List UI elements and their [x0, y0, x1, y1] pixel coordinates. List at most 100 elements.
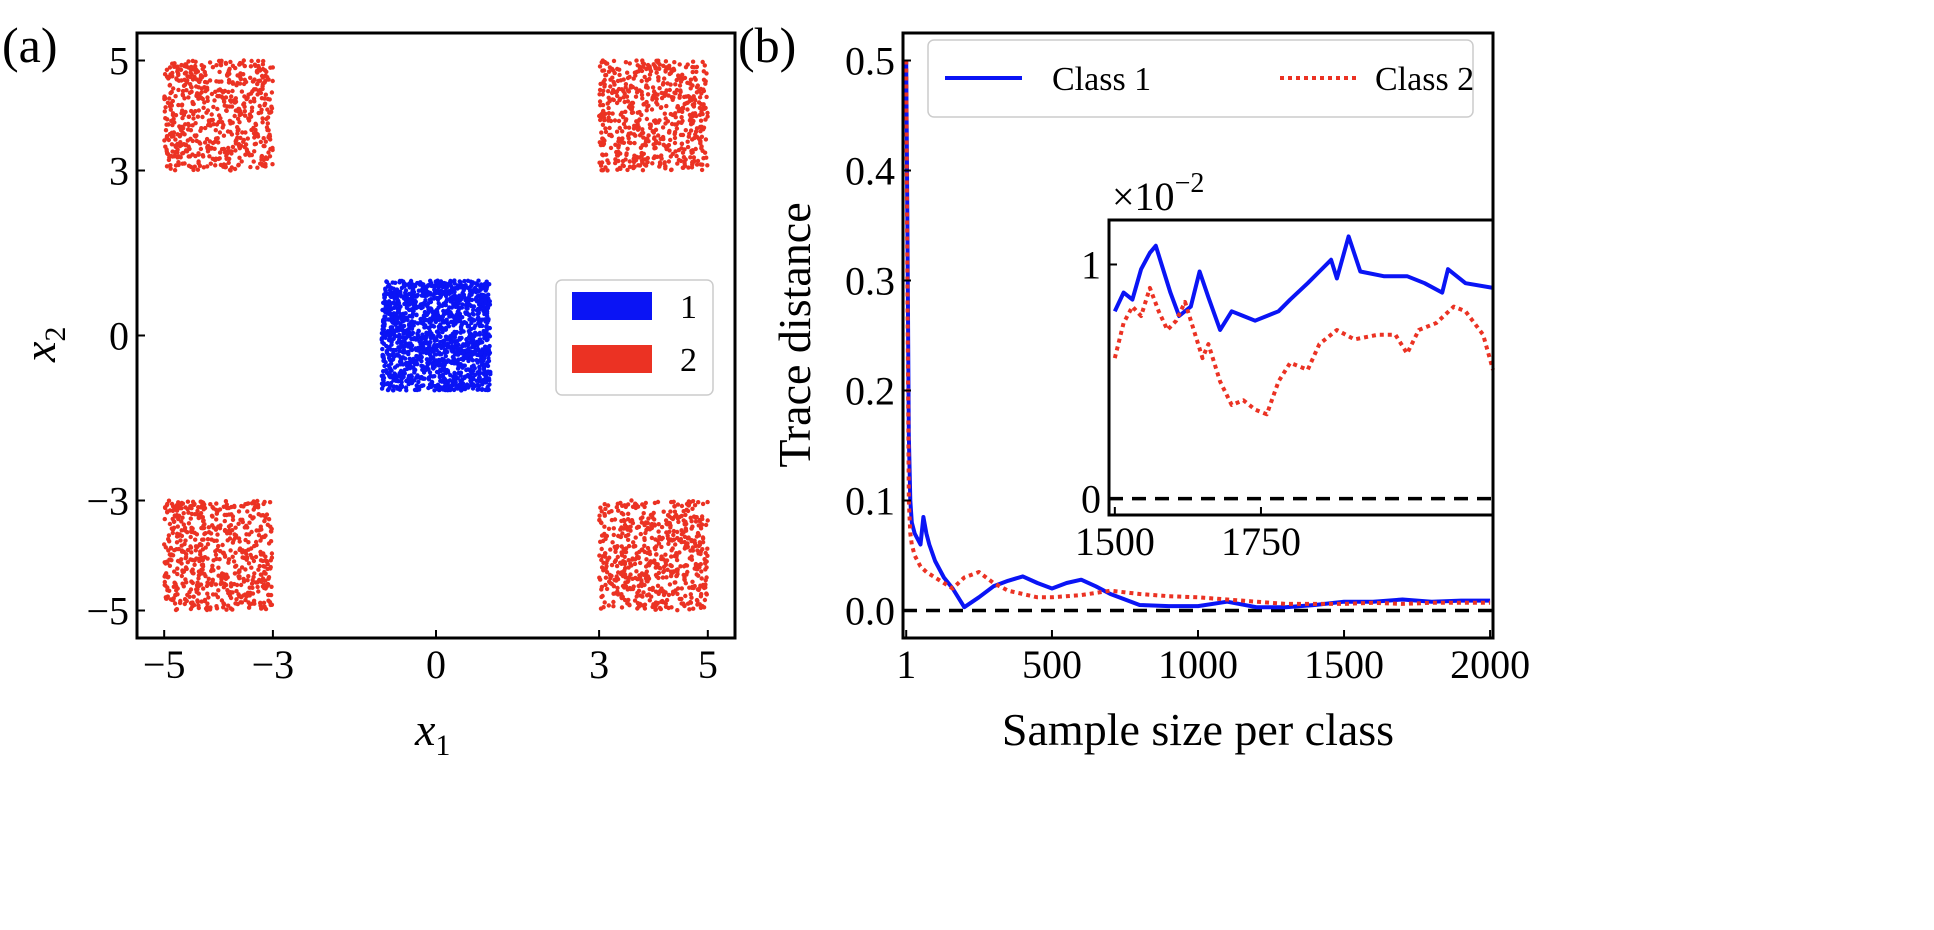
scatter-point-class-2 [188, 164, 194, 170]
scatter-point-class-1 [460, 365, 465, 370]
scatter-point-class-2 [699, 102, 704, 107]
scatter-point-class-2 [615, 93, 620, 99]
scatter-point-class-2 [192, 76, 197, 81]
scatter-point-class-1 [475, 387, 480, 392]
scatter-point-class-2 [181, 511, 186, 516]
scatter-point-class-1 [469, 364, 475, 369]
scatter-point-class-2 [165, 594, 170, 599]
legend-box-b [927, 39, 1474, 118]
scatter-point-class-2 [677, 83, 683, 88]
scatter-point-class-2 [645, 85, 650, 90]
scatter-point-class-2 [633, 543, 638, 549]
scatter-point-class-2 [266, 598, 271, 603]
scatter-point-class-2 [607, 579, 612, 584]
scatter-point-class-2 [217, 93, 222, 99]
scatter-point-class-2 [217, 150, 223, 155]
scatter-point-class-1 [486, 332, 491, 337]
scatter-point-class-2 [241, 504, 246, 509]
scatter-point-class-2 [683, 544, 688, 549]
scatter-point-class-2 [607, 125, 612, 131]
scatter-point-class-2 [656, 120, 661, 125]
scatter-point-class-2 [699, 109, 704, 115]
scatter-point-class-2 [262, 564, 267, 569]
scatter-point-class-1 [419, 363, 424, 368]
scatter-point-class-2 [704, 559, 709, 564]
scatter-point-class-2 [617, 165, 622, 171]
scatter-point-class-2 [261, 582, 267, 587]
scatter-point-class-2 [183, 62, 189, 67]
scatter-point-class-2 [227, 536, 233, 541]
scatter-point-class-2 [198, 73, 204, 78]
scatter-point-class-2 [652, 154, 657, 159]
scatter-point-class-2 [653, 127, 659, 132]
scatter-point-class-2 [648, 69, 654, 74]
scatter-point-class-2 [239, 159, 244, 164]
scatter-point-class-1 [443, 342, 448, 347]
scatter-point-class-2 [228, 98, 233, 103]
scatter-point-class-2 [194, 532, 200, 537]
scatter-point-class-1 [452, 381, 457, 387]
scatter-point-class-2 [686, 165, 691, 170]
scatter-point-class-2 [626, 136, 631, 141]
scatter-point-class-1 [409, 380, 415, 386]
scatter-point-class-2 [264, 512, 270, 517]
scatter-point-class-2 [603, 129, 609, 135]
scatter-point-class-2 [621, 121, 627, 127]
scatter-point-class-2 [700, 535, 706, 540]
scatter-point-class-2 [648, 559, 653, 564]
scatter-point-class-2 [265, 581, 271, 587]
scatter-point-class-2 [616, 118, 622, 124]
scatter-point-class-2 [613, 157, 618, 162]
scatter-point-class-2 [167, 521, 173, 527]
scatter-point-class-2 [630, 504, 636, 509]
scatter-point-class-2 [688, 155, 693, 160]
scatter-point-class-2 [214, 517, 219, 522]
scatter-point-class-2 [605, 503, 611, 508]
scatter-point-class-2 [694, 572, 699, 577]
scatter-point-class-2 [608, 118, 614, 124]
scatter-point-class-2 [234, 563, 239, 568]
inset-y-tick-label: 0 [1081, 477, 1101, 522]
scatter-point-class-1 [464, 305, 469, 311]
scatter-point-class-1 [427, 360, 432, 365]
scatter-point-class-1 [458, 319, 463, 324]
scatter-point-class-2 [228, 595, 234, 601]
scatter-point-class-2 [625, 527, 630, 532]
scatter-point-class-2 [269, 109, 274, 115]
scatter-point-class-1 [424, 317, 429, 323]
scatter-point-class-1 [402, 367, 407, 373]
scatter-point-class-1 [382, 319, 387, 324]
scatter-point-class-2 [683, 581, 688, 586]
scatter-point-class-1 [388, 353, 393, 358]
scatter-point-class-2 [247, 153, 252, 158]
scatter-point-class-2 [230, 120, 235, 125]
legend-b: Class 1 Class 2 [927, 39, 1474, 118]
scatter-point-class-1 [404, 305, 410, 310]
scatter-point-class-2 [657, 160, 663, 165]
scatter-point-class-2 [597, 113, 602, 119]
scatter-point-class-2 [216, 543, 221, 549]
scatter-point-class-2 [249, 58, 254, 64]
scatter-point-class-2 [165, 117, 170, 122]
scatter-point-class-2 [265, 121, 270, 126]
scatter-point-class-1 [391, 354, 397, 359]
scatter-point-class-1 [433, 336, 439, 341]
scatter-point-class-2 [633, 133, 638, 138]
scatter-point-class-2 [625, 502, 631, 507]
scatter-point-class-2 [264, 116, 269, 122]
scatter-point-class-2 [269, 90, 275, 95]
scatter-point-class-2 [672, 135, 678, 141]
scatter-point-class-1 [382, 363, 387, 369]
scatter-point-class-2 [196, 591, 201, 596]
scatter-point-class-1 [392, 301, 397, 306]
scatter-point-class-2 [642, 522, 647, 528]
scatter-point-class-2 [182, 601, 187, 607]
scatter-point-class-2 [668, 167, 674, 173]
scatter-point-class-2 [603, 73, 608, 78]
scatter-point-class-1 [391, 332, 397, 338]
scatter-point-class-2 [699, 569, 704, 574]
scatter-point-class-1 [440, 356, 445, 362]
scatter-point-class-2 [705, 110, 710, 116]
scatter-point-class-1 [413, 299, 418, 304]
